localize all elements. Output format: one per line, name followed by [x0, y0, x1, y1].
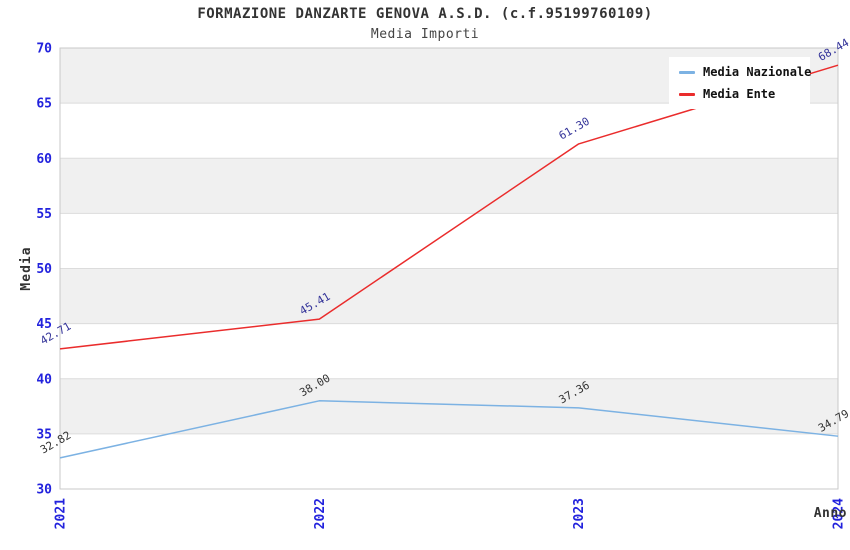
y-tick-label: 60 [36, 152, 52, 167]
x-tick-label: 2022 [313, 498, 328, 529]
grid-band [60, 268, 838, 324]
x-tick-label: 2023 [572, 498, 587, 529]
chart-subtitle: Media Importi [370, 27, 480, 42]
chart-title: FORMAZIONE DANZARTE GENOVA A.S.D. (c.f.9… [197, 6, 653, 22]
x-tick-group: 2022 [313, 498, 328, 529]
y-tick-label: 50 [36, 262, 52, 277]
series-line-media-nazionale [59, 400, 839, 459]
media-ente-line-swatch-icon [679, 92, 695, 96]
x-tick-group: 2024 [832, 498, 847, 529]
legend-item-media-nazionale: Media Nazionale [679, 65, 811, 79]
y-tick-label: 45 [36, 317, 52, 332]
grid-band [60, 158, 838, 214]
data-label: 61.30 [557, 115, 592, 143]
legend-label-media-nazionale: Media Nazionale [703, 65, 812, 79]
grid-band [60, 378, 838, 434]
y-tick-label: 35 [36, 427, 52, 442]
y-axis-label: Media [19, 246, 34, 290]
y-tick-label: 55 [36, 207, 52, 222]
y-tick-label: 65 [36, 97, 52, 112]
y-tick-label: 40 [36, 372, 52, 387]
y-axis-label-group: Media [19, 246, 34, 290]
x-tick-label: 2024 [832, 498, 847, 529]
data-label-group: 61.30 [557, 115, 592, 143]
plot-border [59, 47, 839, 490]
legend-item-media-ente: Media Ente [679, 87, 802, 101]
x-axis-label: Anno [814, 506, 847, 521]
media-nazionale-line-swatch-icon [679, 70, 695, 74]
x-tick-label: 2021 [54, 498, 69, 529]
x-tick-group: 2021 [54, 498, 69, 529]
y-tick-label: 70 [36, 42, 52, 57]
x-tick-group: 2023 [572, 498, 587, 529]
y-tick-label: 30 [36, 483, 52, 498]
legend: Media Nazionale Media Ente [669, 57, 811, 109]
legend-label-media-ente: Media Ente [703, 87, 776, 101]
